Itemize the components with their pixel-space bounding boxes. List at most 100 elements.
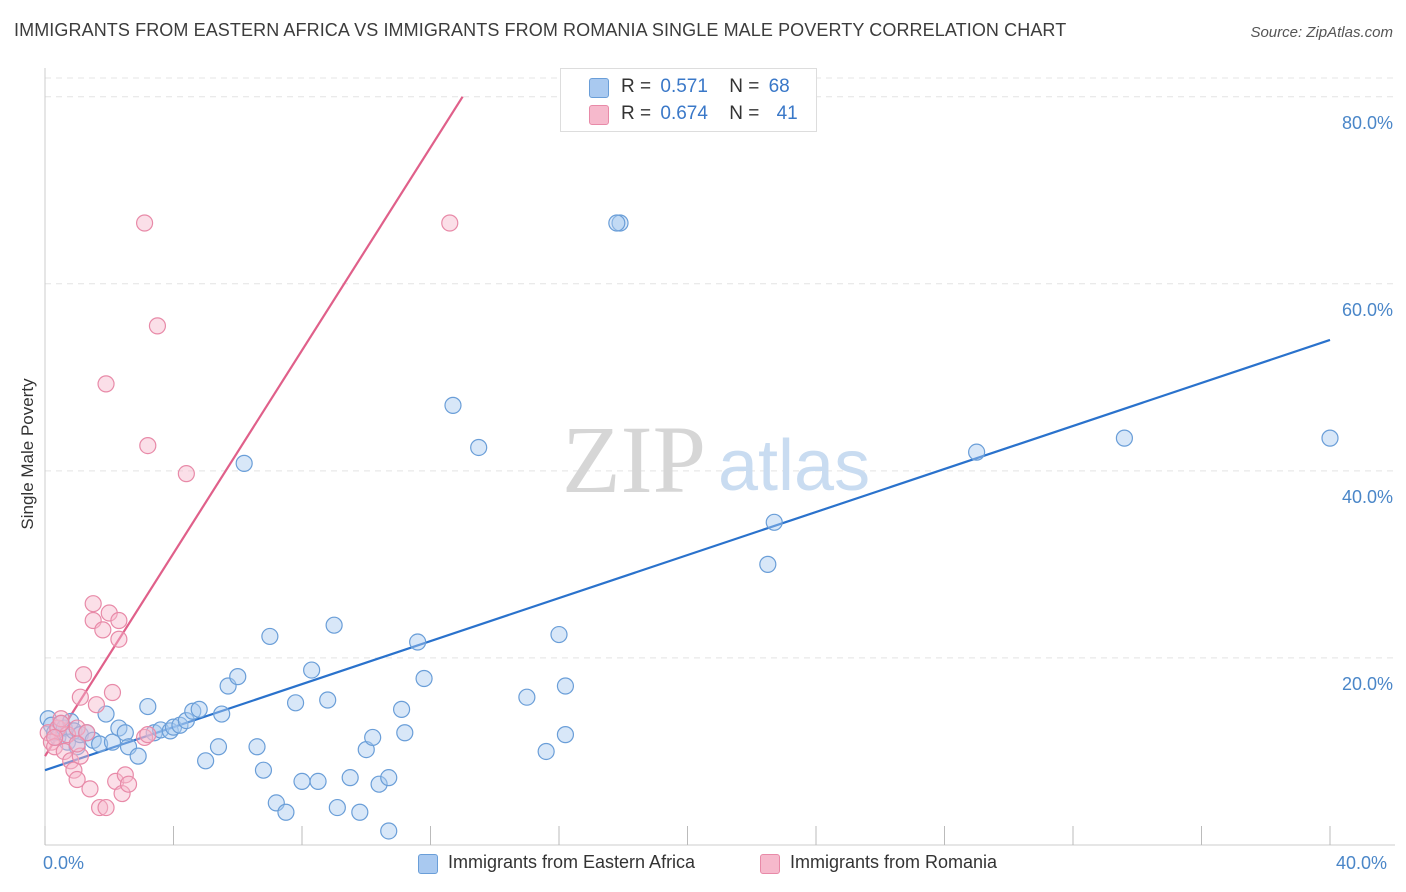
- point-romania: [55, 742, 73, 761]
- point-romania: [148, 317, 167, 335]
- point-romania: [81, 780, 99, 798]
- point-romania: [46, 738, 64, 756]
- point-eastern-africa: [235, 454, 253, 472]
- x-tick-label-max: 40.0%: [1336, 853, 1388, 873]
- point-eastern-africa: [380, 822, 398, 840]
- legend-n-label: N =: [729, 103, 760, 124]
- point-romania: [110, 630, 128, 648]
- watermark-atlas: atlas: [718, 426, 870, 506]
- point-eastern-africa: [139, 697, 157, 716]
- point-eastern-africa: [293, 772, 311, 790]
- point-eastern-africa: [248, 738, 266, 756]
- point-romania: [62, 752, 80, 770]
- point-eastern-africa: [415, 669, 433, 688]
- point-eastern-africa: [550, 625, 568, 644]
- point-eastern-africa: [765, 513, 783, 531]
- point-eastern-africa: [190, 700, 208, 718]
- point-eastern-africa: [351, 803, 369, 821]
- trend-line-eastern-africa: [44, 338, 1331, 772]
- trend-line-romania: [44, 96, 464, 757]
- legend-n-value: 41: [776, 103, 798, 124]
- legend-r-value: 0.674: [660, 103, 708, 124]
- point-eastern-africa: [409, 633, 427, 651]
- data-points: [39, 214, 1339, 840]
- point-eastern-africa: [229, 668, 247, 686]
- point-romania: [139, 436, 157, 455]
- series-legend: Immigrants from Eastern Africa Immigrant…: [0, 852, 1406, 878]
- point-romania: [97, 798, 115, 817]
- point-eastern-africa: [319, 691, 337, 709]
- legend-swatch-pink: [589, 105, 609, 125]
- point-romania: [46, 728, 64, 747]
- point-eastern-africa: [116, 724, 134, 742]
- point-eastern-africa: [370, 775, 388, 793]
- point-romania: [441, 214, 459, 232]
- point-eastern-africa: [392, 700, 411, 718]
- point-eastern-africa: [254, 761, 273, 779]
- watermark-zip: ZIP: [562, 406, 706, 513]
- point-romania: [110, 611, 128, 630]
- y-tick-label: 20.0%: [1341, 673, 1393, 694]
- x-tick-label-min: 0.0%: [43, 853, 85, 873]
- point-romania: [116, 766, 134, 784]
- point-romania: [52, 714, 70, 733]
- point-eastern-africa: [277, 803, 295, 821]
- point-romania: [91, 798, 109, 817]
- legend-n-label: N =: [729, 76, 760, 97]
- point-romania: [71, 688, 89, 706]
- y-axis-label: Single Male Poverty: [18, 378, 37, 530]
- point-romania: [42, 733, 61, 751]
- point-eastern-africa: [46, 724, 64, 742]
- point-romania: [84, 595, 102, 613]
- legend-swatch-pink: [760, 854, 780, 874]
- point-romania: [177, 465, 195, 483]
- point-eastern-africa: [556, 677, 575, 695]
- watermark: ZIP atlas: [562, 406, 870, 513]
- point-romania: [135, 728, 154, 747]
- chart-title: IMMIGRANTS FROM EASTERN AFRICA VS IMMIGR…: [14, 20, 1067, 40]
- point-eastern-africa: [103, 733, 122, 751]
- point-eastern-africa: [309, 772, 327, 790]
- y-tick-label: 60.0%: [1341, 299, 1393, 320]
- point-romania: [97, 375, 115, 393]
- point-eastern-africa: [380, 769, 398, 787]
- legend-swatch-blue: [589, 78, 609, 98]
- point-eastern-africa: [518, 688, 536, 706]
- point-romania: [78, 724, 96, 742]
- point-romania: [65, 761, 83, 779]
- point-eastern-africa: [213, 705, 231, 723]
- point-eastern-africa: [91, 735, 109, 753]
- correlation-legend: R = 0.571 N = 68 R = 0.674 N = 41: [560, 68, 817, 132]
- point-eastern-africa: [129, 747, 147, 765]
- point-romania: [87, 696, 106, 714]
- point-eastern-africa: [197, 752, 215, 770]
- point-eastern-africa: [537, 742, 555, 761]
- gridlines: [45, 77, 1395, 659]
- point-eastern-africa: [470, 438, 488, 457]
- point-eastern-africa: [759, 555, 777, 573]
- point-eastern-africa: [396, 724, 414, 742]
- point-romania: [113, 784, 131, 803]
- point-eastern-africa: [968, 443, 986, 461]
- point-romania: [49, 719, 67, 737]
- point-romania: [135, 214, 154, 232]
- point-eastern-africa: [444, 396, 462, 414]
- point-romania: [68, 770, 86, 789]
- y-tick-label: 80.0%: [1341, 112, 1393, 133]
- point-eastern-africa: [325, 616, 343, 634]
- point-eastern-africa: [184, 702, 202, 720]
- y-tick-label: 40.0%: [1341, 486, 1393, 507]
- source-label: Source: ZipAtlas.com: [1250, 24, 1393, 41]
- point-eastern-africa: [608, 214, 626, 232]
- point-eastern-africa: [177, 711, 195, 730]
- point-eastern-africa: [1321, 429, 1339, 447]
- point-romania: [52, 710, 70, 728]
- point-eastern-africa: [556, 726, 575, 744]
- legend-label: Immigrants from Eastern Africa: [448, 852, 696, 872]
- legend-label: Immigrants from Romania: [790, 852, 998, 872]
- point-romania: [119, 775, 138, 793]
- legend-r-value: 0.571: [660, 76, 708, 97]
- point-romania: [94, 621, 112, 639]
- point-eastern-africa: [1115, 429, 1134, 447]
